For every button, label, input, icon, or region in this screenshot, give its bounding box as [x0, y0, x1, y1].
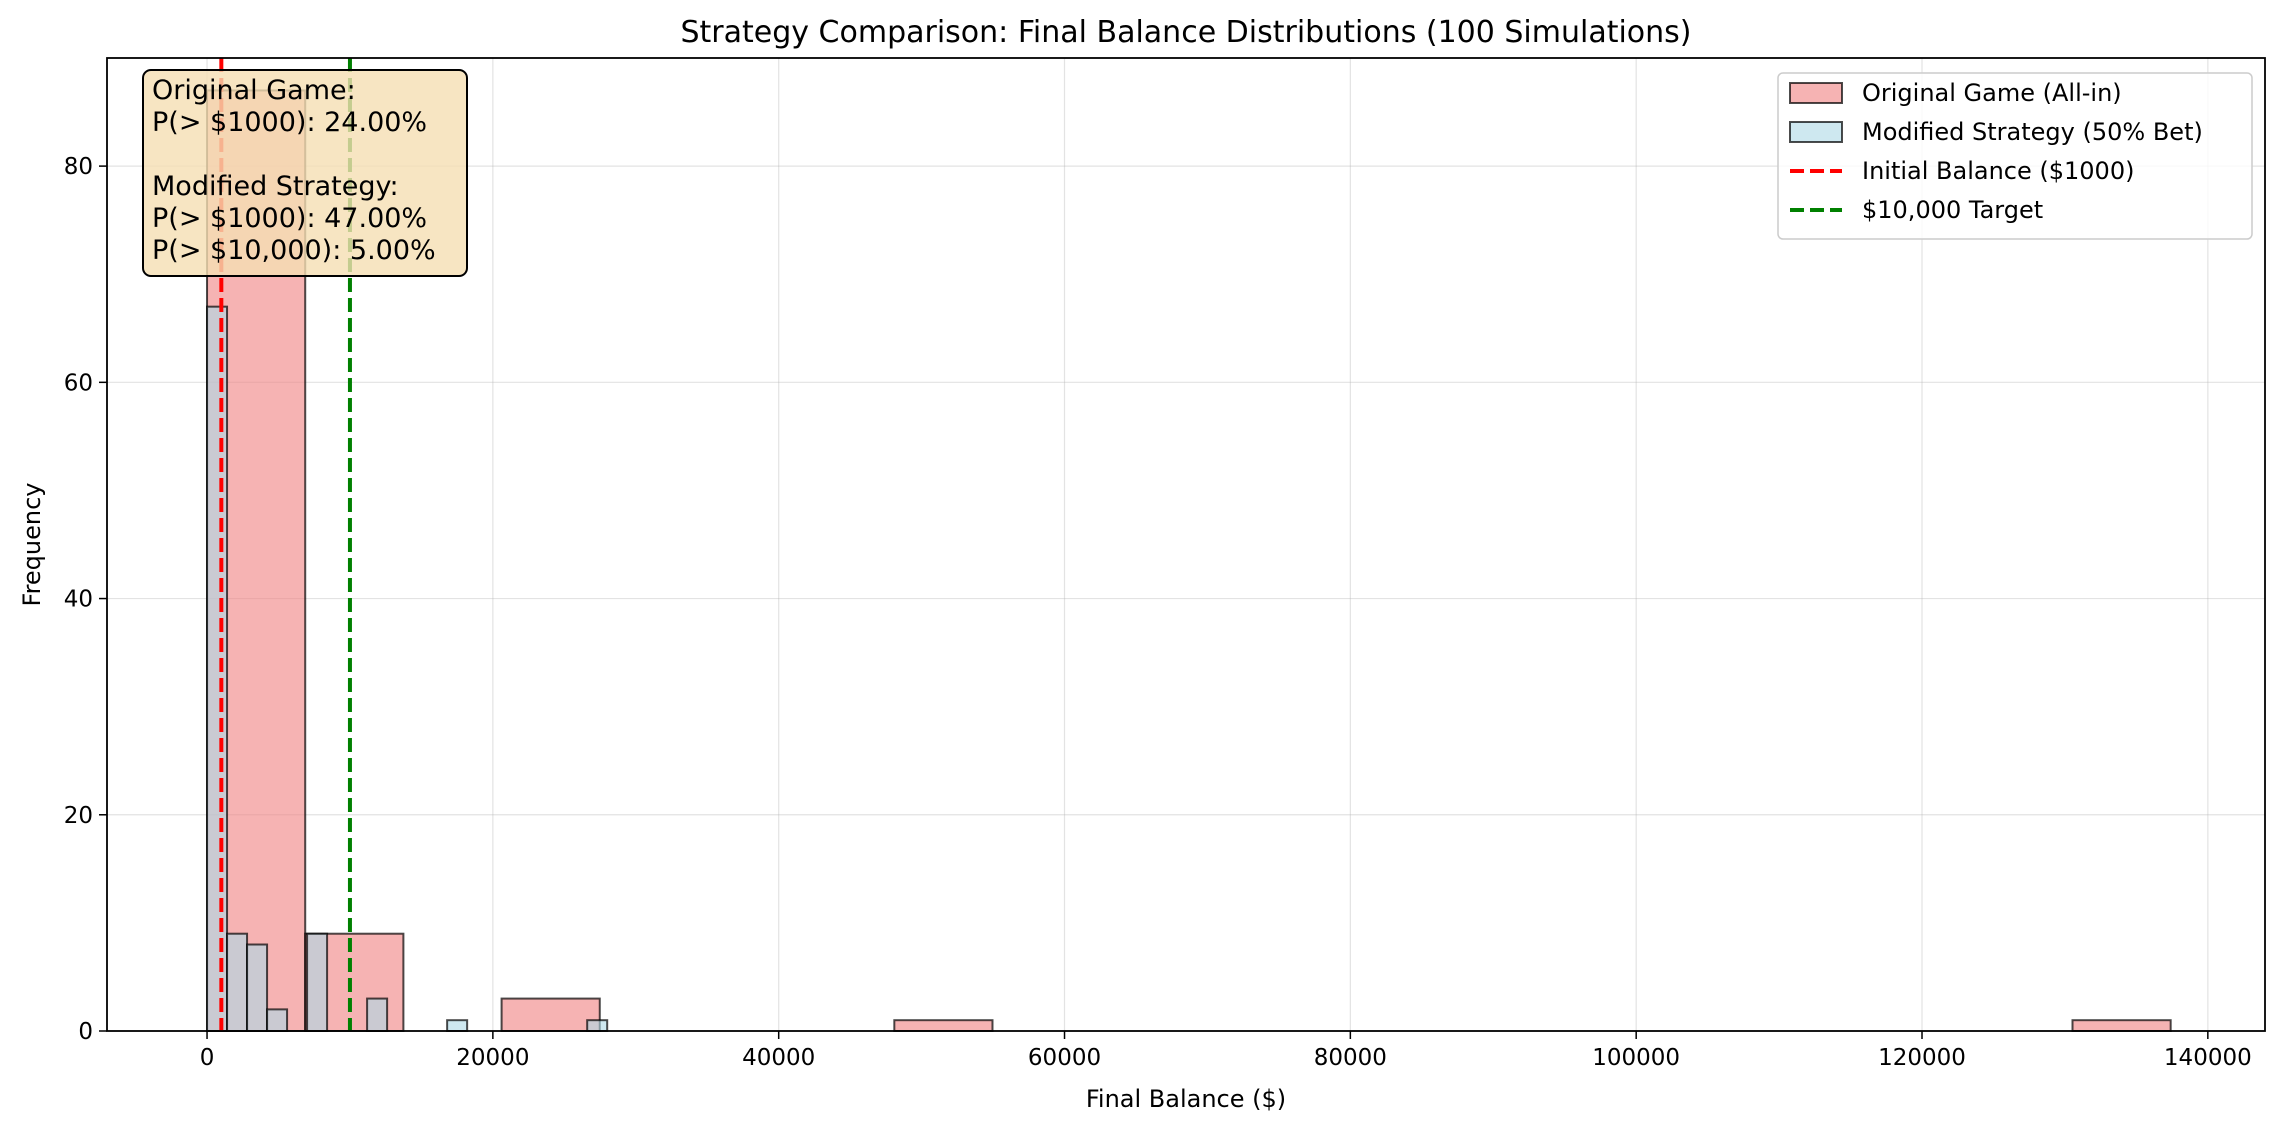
stats-line: Modified Strategy:	[152, 171, 399, 202]
x-tick-label: 100000	[1592, 1045, 1680, 1071]
stats-annotation: Original Game:P(> $1000): 24.00% Modified…	[142, 69, 468, 277]
legend-box	[1777, 72, 2253, 240]
x-axis-label: Final Balance ($)	[1086, 1085, 1286, 1113]
histogram-bar	[266, 1008, 289, 1033]
stats-line: P(> $1000): 24.00%	[152, 107, 427, 138]
stats-line: P(> $10,000): 5.00%	[152, 235, 436, 266]
histogram-bar	[206, 305, 229, 1032]
legend-entry-label: Modified Strategy (50% Bet)	[1862, 118, 2203, 146]
x-tick-label: 80000	[1314, 1045, 1387, 1071]
x-tick-label: 60000	[1028, 1045, 1101, 1071]
x-tick-label: 40000	[742, 1045, 815, 1071]
histogram-bar	[366, 997, 389, 1032]
legend-swatch	[1789, 121, 1843, 143]
x-tick-label: 0	[200, 1045, 215, 1071]
histogram-bar	[226, 932, 249, 1033]
histogram-bar	[893, 1019, 994, 1033]
histogram-bar	[586, 1019, 609, 1033]
axes-frame	[106, 57, 2266, 1032]
histogram-bar	[246, 943, 269, 1032]
legend: Original Game (All-in) Modified Strategy …	[1777, 72, 2253, 240]
x-tick-label: 20000	[456, 1045, 529, 1071]
y-tick-label: 20	[64, 803, 93, 829]
x-tick-label: 140000	[2164, 1045, 2252, 1071]
legend-swatch	[1789, 82, 1843, 104]
stats-line: Original Game:	[152, 75, 356, 106]
histogram-bar	[306, 932, 329, 1033]
histogram-bar	[2071, 1019, 2172, 1033]
legend-entry-label: Original Game (All-in)	[1862, 79, 2122, 107]
y-tick-label: 60	[64, 370, 93, 396]
legend-entry-label: $10,000 Target	[1862, 196, 2043, 224]
stats-box	[142, 69, 468, 277]
histogram-bar	[446, 1019, 469, 1033]
y-tick-label: 80	[64, 154, 93, 180]
y-axis-label: Frequency	[18, 483, 46, 607]
y-tick-label: 0	[78, 1019, 93, 1045]
histogram-bar	[500, 997, 601, 1032]
x-tick-label: 120000	[1878, 1045, 1966, 1071]
chart-title: Strategy Comparison: Final Balance Distr…	[680, 15, 1691, 50]
legend-entry-label: Initial Balance ($1000)	[1862, 157, 2134, 185]
stats-line: P(> $1000): 47.00%	[152, 203, 427, 234]
y-tick-label: 40	[64, 587, 93, 613]
